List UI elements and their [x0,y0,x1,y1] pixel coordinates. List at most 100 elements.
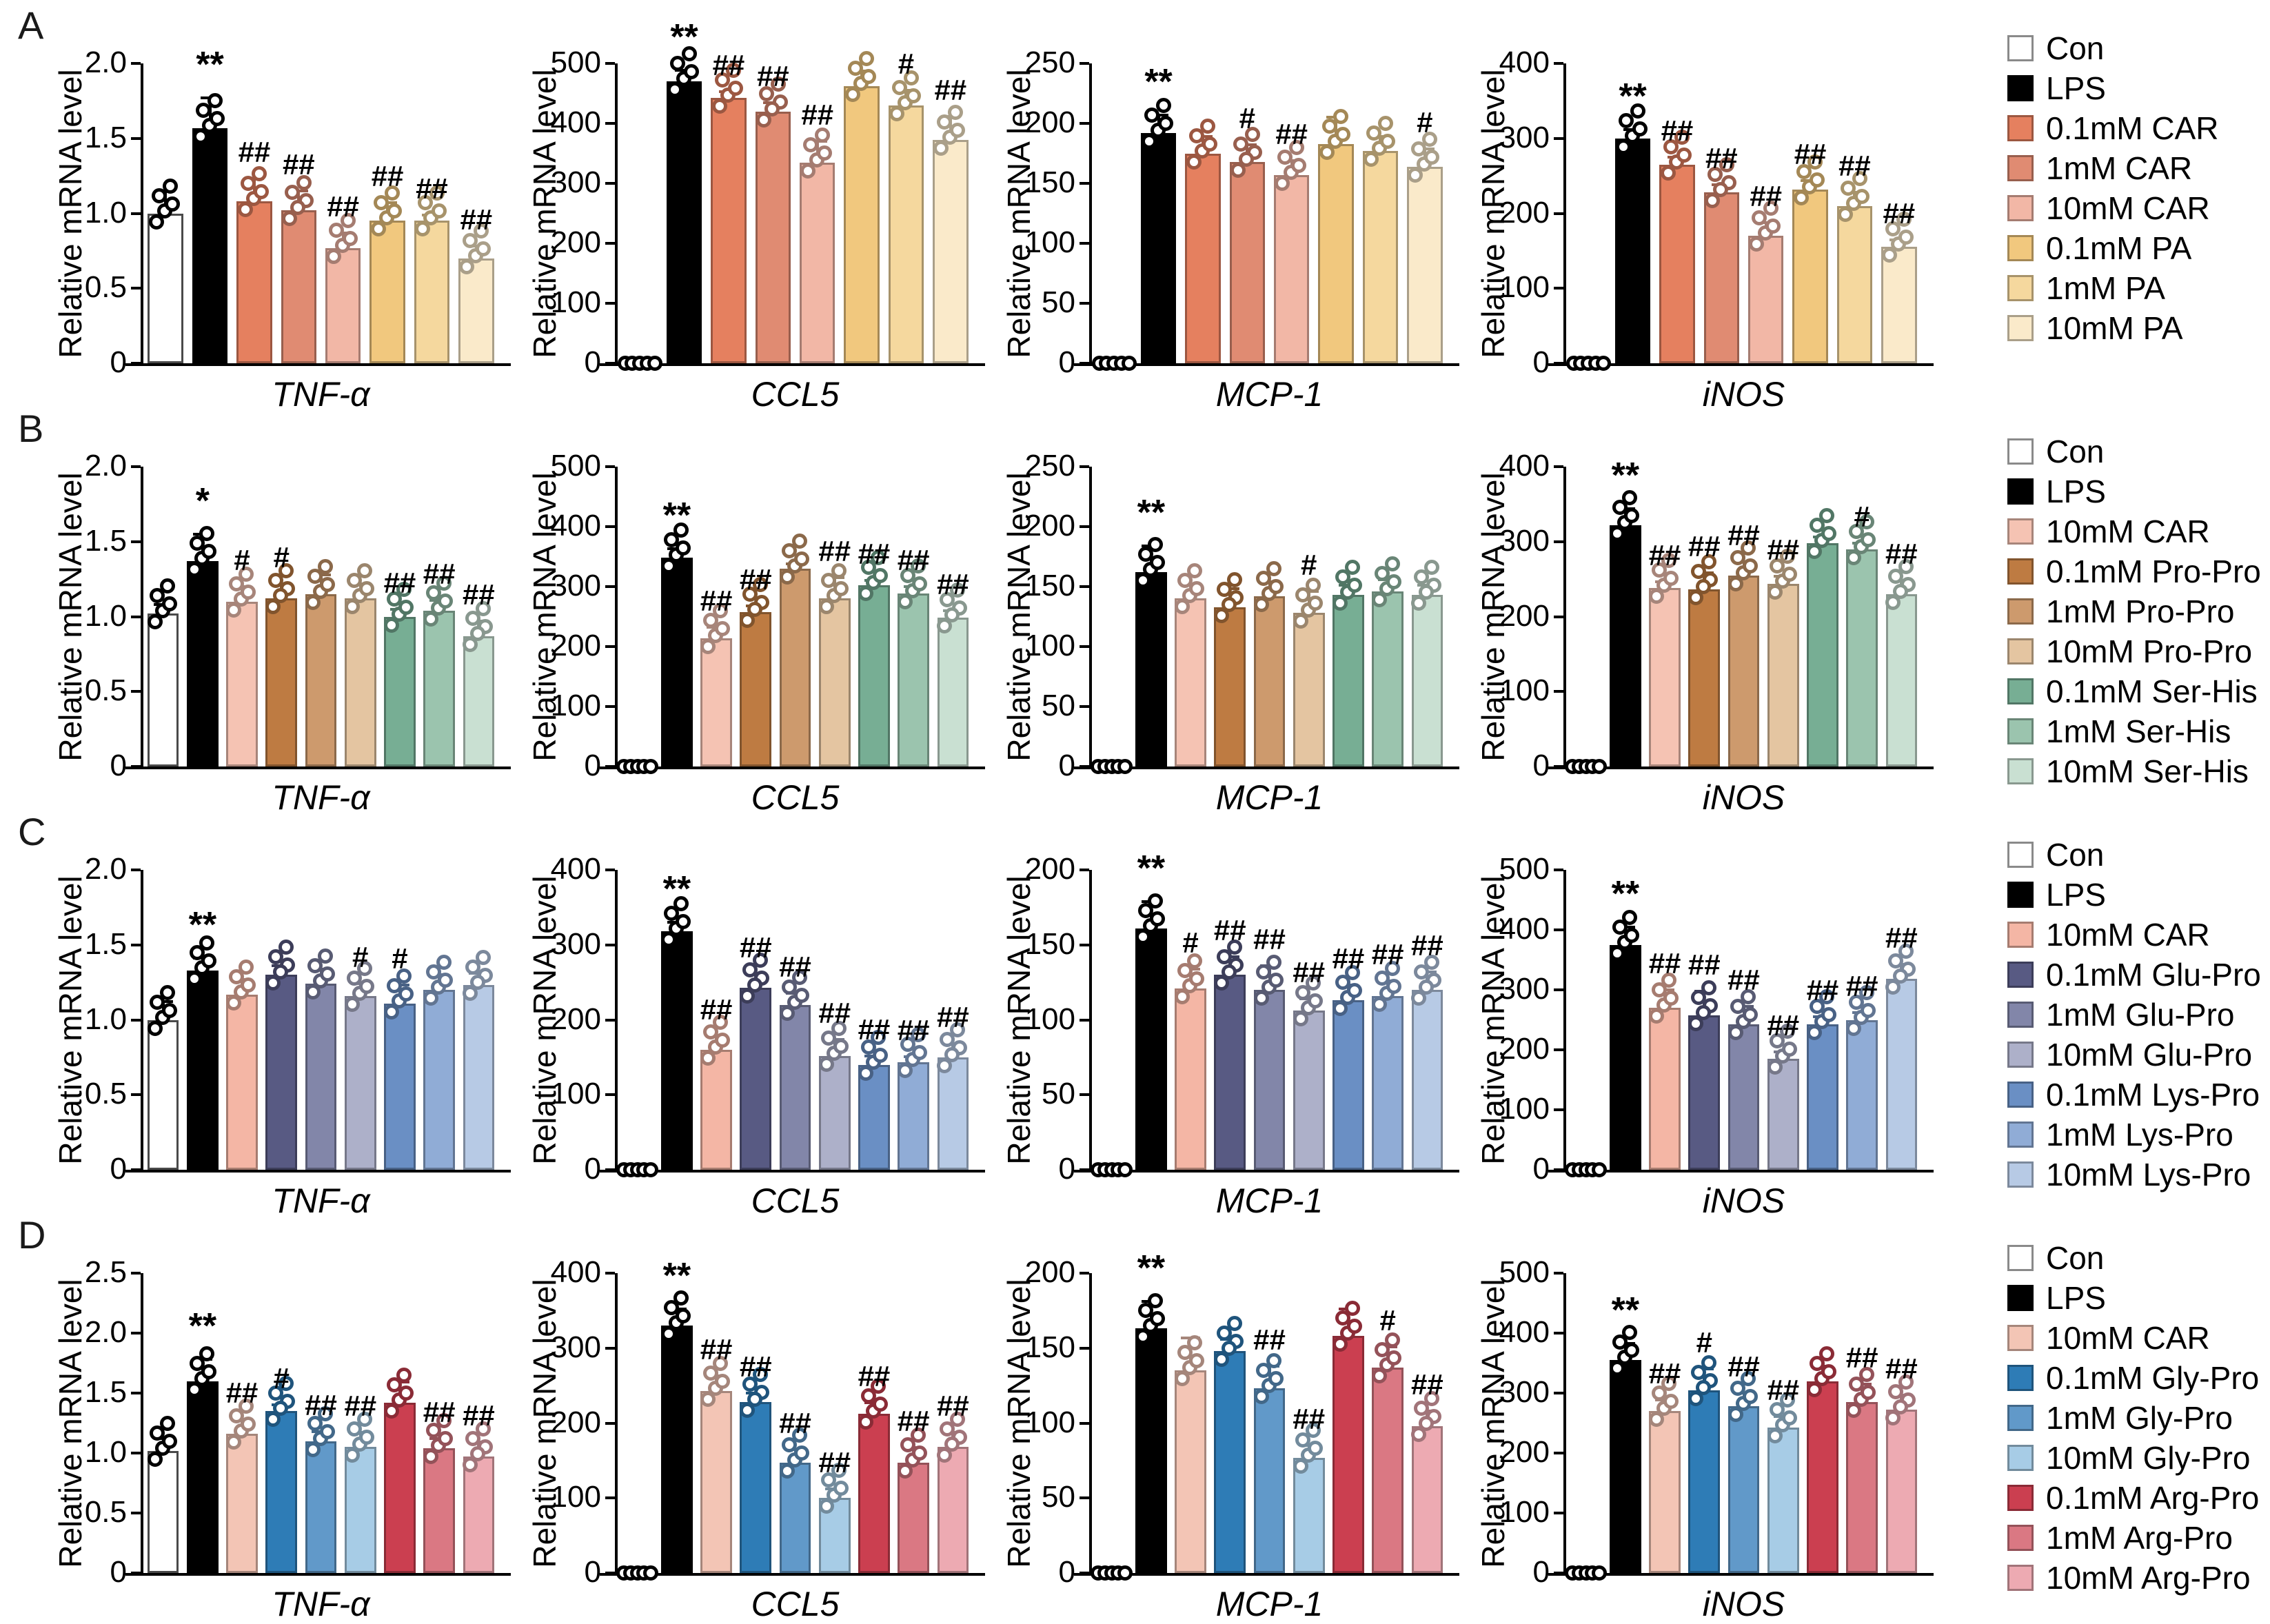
data-point [1214,975,1230,991]
gene-label-TNF-α: TNF-α [272,778,370,817]
significance-label: ## [305,1388,337,1421]
legend-swatch [2007,1121,2034,1148]
legend-item-10mM CAR: 10mM CAR [2007,514,2261,549]
y-tick-label: 500 [550,449,601,483]
data-point [1374,1342,1390,1358]
bar-MCP-1-0.1mM Pro-Pro [1214,607,1246,767]
significance-label: ## [1767,533,1800,566]
y-tick-mark [605,585,615,588]
data-point [818,599,834,615]
bar-iNOS-10mM CAR [1747,236,1784,363]
y-axis-line [1089,870,1092,1171]
bar-iNOS-1mM Pro-Pro [1727,575,1760,767]
y-tick-mark [1554,62,1563,65]
data-point [1175,1371,1190,1387]
y-axis-line [141,63,143,365]
significance-label: ## [937,1001,969,1034]
data-point [398,1385,414,1401]
data-point [1214,1352,1230,1368]
legend-item-1mM Glu-Pro: 1mM Glu-Pro [2007,997,2261,1033]
data-point [1177,1345,1193,1361]
data-point [844,87,860,103]
bar-iNOS-0.1mM Glu-Pro [1688,1015,1721,1170]
legend-swatch [2007,842,2034,868]
x-axis-line [125,363,511,366]
data-point [1691,564,1707,580]
gene-label-TNF-α: TNF-α [272,1181,370,1220]
data-point [898,1063,913,1079]
data-point [1781,1410,1797,1425]
data-point [326,248,342,264]
legend-label: 1mM Arg-Pro [2046,1520,2233,1556]
y-axis-line [141,467,143,768]
bar-MCP-1-10mM CAR [1175,598,1206,767]
data-point [463,1457,478,1473]
bar-iNOS-1mM Gly-Pro [1727,1406,1760,1573]
data-point [1630,103,1645,119]
bar-TNF-α-LPS [186,561,219,767]
data-point [278,1376,294,1392]
chart-A-CCL5: Relative mRNA level 0 100 200 300 400 500 ** ## #… [514,0,989,414]
y-tick-label: 0 [1058,345,1075,379]
y-tick-mark [131,1392,141,1394]
data-point [1335,975,1350,991]
significance-label: ## [1705,142,1738,175]
y-tick-label: 0 [1532,749,1550,782]
data-point [1239,151,1255,167]
significance-label: ## [225,1377,259,1410]
data-point [1770,1401,1785,1417]
y-tick-mark [1080,182,1089,185]
y-tick-mark [1080,302,1089,305]
legend-item-0.1mM Ser-His: 0.1mM Ser-His [2007,673,2261,709]
bar-iNOS-10mM Gly-Pro [1767,1427,1799,1573]
bar-MCP-1-0.1mM PA [1318,143,1354,363]
data-point [1230,162,1246,178]
data-point [715,1373,731,1389]
legend-swatch [2007,1365,2034,1391]
legend-swatch [2007,115,2034,141]
data-point [1846,1403,1862,1419]
legend-B: Con LPS 10mM CAR 0.1mM Pro-Pro 1mM Pro-Pro 10… [2007,434,2261,796]
data-point [199,526,215,542]
legend-D: Con LPS 10mM CAR 0.1mM Gly-Pro 1mM Gly-Pro 10… [2007,1240,2259,1603]
y-tick-mark [131,1018,141,1022]
significance-label: ## [344,1390,377,1423]
bar-TNF-α-1mM PA [414,221,450,363]
data-point [1660,165,1676,181]
data-point [900,568,915,584]
data-point [201,544,216,560]
bar-CCL5-1mM CAR [755,111,791,363]
data-point [1377,116,1393,132]
x-axis-line [1548,767,1934,769]
data-point [728,80,744,96]
legend-swatch [2007,758,2034,784]
data-point [1841,180,1856,196]
bar-TNF-α-10mM Lys-Pro [463,985,495,1170]
data-point [663,1300,679,1316]
y-tick-label: 400 [550,105,601,139]
data-point [226,602,242,618]
bar-TNF-α-0.1mM Arg-Pro [384,1402,416,1573]
data-point [702,612,718,628]
data-point [1809,517,1825,533]
significance-label: # [1417,105,1433,139]
y-tick-mark [605,943,615,946]
data-point [317,1405,333,1421]
data-point [700,1391,716,1407]
gene-label-CCL5: CCL5 [751,778,840,817]
legend-label: LPS [2046,474,2106,509]
bar-TNF-α-10mM CAR [226,601,258,767]
y-tick-mark [131,362,141,365]
legend-swatch [2007,315,2034,341]
data-point [1807,1024,1823,1040]
y-tick-mark [605,765,615,768]
data-point [475,1421,491,1437]
data-point [1374,565,1390,581]
data-point [673,1290,689,1306]
legend-swatch [2007,1002,2034,1028]
chart-D-CCL5: Relative mRNA level 0 100 200 300 400 ** ## ## ##… [514,1210,989,1623]
data-point [950,123,966,139]
legend-item-Con: Con [2007,30,2218,66]
bar-CCL5-0.1mM Lys-Pro [858,1064,890,1170]
bar-MCP-1-0.1mM Glu-Pro [1214,975,1246,1170]
